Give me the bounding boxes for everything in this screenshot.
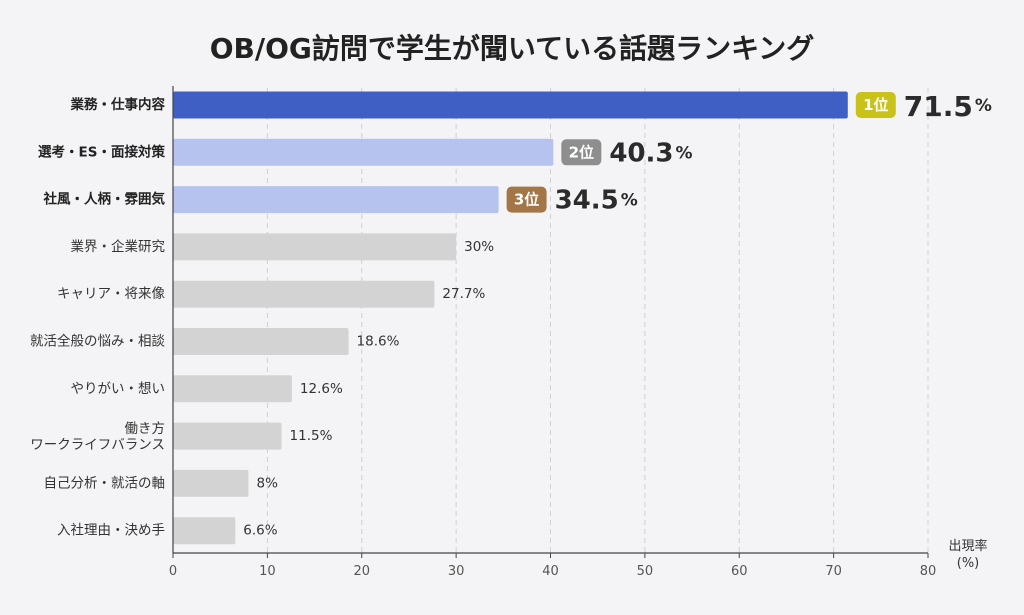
category-label-1: 業務・仕事内容: [70, 96, 166, 113]
x-tick-label-10: 10: [259, 564, 276, 579]
category-label-9: 自己分析・就活の軸: [44, 475, 166, 491]
bar-6: [173, 328, 349, 355]
category-labels: 業務・仕事内容選考・ES・面接対策社風・人柄・雰囲気業界・企業研究キャリア・将来…: [30, 96, 165, 539]
x-tick-label-0: 0: [169, 564, 177, 579]
chart-title: OB/OG訪問で学生が聞いている話題ランキング: [210, 32, 814, 65]
category-label-line: 働き方: [125, 421, 166, 437]
bar-8: [173, 422, 282, 450]
rank-badge-text-3: 3位: [514, 191, 539, 209]
value-label-8: 11.5%: [290, 428, 333, 444]
category-label-2: 選考・ES・面接対策: [38, 143, 165, 160]
category-label-3: 社風・人柄・雰囲気: [43, 191, 166, 208]
bars: [173, 91, 848, 545]
rank-badge-1: [855, 92, 896, 118]
value-label-10: 6.6%: [243, 523, 277, 539]
category-label-6: 就活全般の悩み・相談: [30, 333, 165, 350]
category-label-7: やりがい・想い: [71, 381, 166, 397]
rank-badge-text-2: 2位: [569, 143, 594, 161]
value-label-2: 40.3%: [609, 138, 692, 168]
value-label-1: 71.5%: [904, 90, 992, 123]
value-percent: %: [975, 96, 992, 116]
category-label-line: ワークライフバランス: [30, 437, 165, 453]
x-axis-title: 出現率 (%): [948, 538, 987, 571]
x-axis: 0 10 20 30 40 50 60 70 80 出現率 (%): [169, 86, 988, 579]
x-axis-title-line: 出現率: [948, 538, 987, 554]
x-tick-label-50: 50: [637, 564, 654, 579]
category-label-8: 働き方ワークライフバランス: [30, 421, 165, 453]
category-label-4: 業界・企業研究: [71, 238, 166, 255]
x-tick-label-30: 30: [448, 564, 465, 579]
value-label-9: 8%: [257, 475, 279, 491]
value-number: 34.5: [555, 186, 619, 216]
x-axis-title-line: (%): [957, 556, 980, 571]
rank-badge-2: [561, 139, 602, 166]
bar-10: [173, 517, 236, 545]
value-number: 40.3: [609, 138, 673, 168]
value-percent: %: [675, 143, 692, 163]
x-tick-label-60: 60: [731, 564, 748, 579]
value-label-7: 12.6%: [300, 381, 343, 397]
bar-5: [173, 280, 435, 308]
bar-9: [173, 469, 249, 497]
rank-badge-3: [506, 186, 547, 213]
value-label-3: 34.5%: [555, 186, 638, 216]
value-label-5: 27.7%: [442, 286, 485, 302]
category-label-10: 入社理由・決め手: [57, 523, 165, 539]
value-number: 71.5: [904, 90, 973, 123]
value-label-6: 18.6%: [357, 334, 400, 350]
bar-1: [173, 91, 848, 119]
bar-7: [173, 375, 292, 403]
x-tick-label-70: 70: [825, 564, 842, 579]
x-tick-label-20: 20: [353, 564, 370, 579]
bar-2: [173, 138, 554, 166]
x-tick-label-40: 40: [542, 564, 559, 579]
bar-3: [173, 186, 499, 214]
value-percent: %: [621, 191, 638, 211]
grid-lines: [266, 88, 929, 553]
x-tick-label-80: 80: [920, 564, 937, 579]
value-labels: 1位 71.5 % 2位 40.3 % 3位 34.5 % 30% 27.7% 18.6% 12.6% 1…: [243, 90, 992, 539]
bar-4: [173, 233, 457, 261]
value-label-4: 30%: [464, 239, 494, 255]
category-label-5: キャリア・将来像: [57, 286, 165, 302]
rank-badge-text-1: 1位: [863, 96, 888, 114]
